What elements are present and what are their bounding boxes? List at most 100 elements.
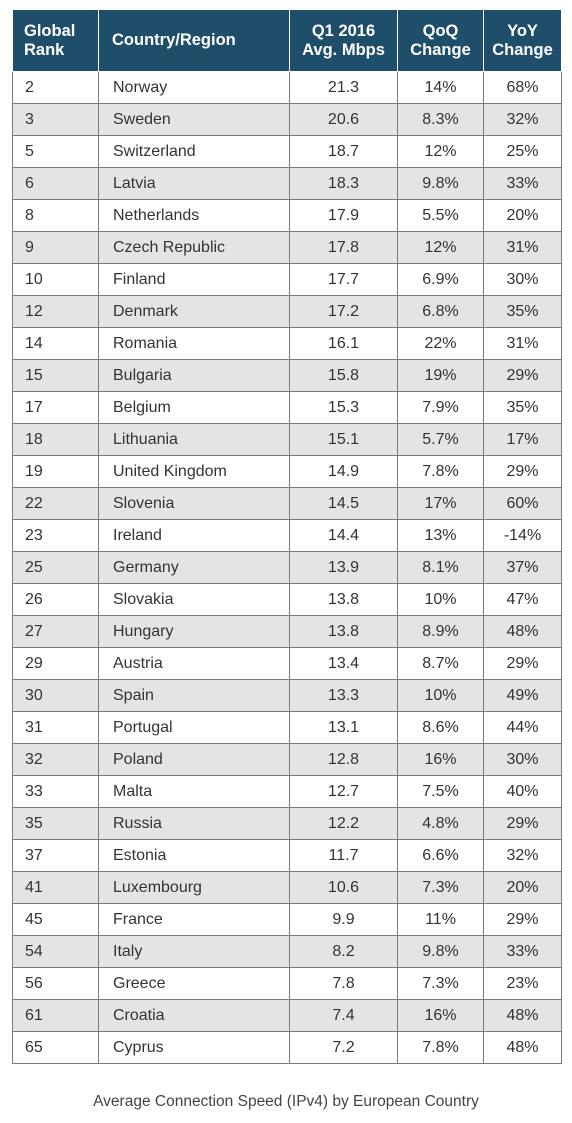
- cell-avg-mbps: 7.4: [289, 999, 398, 1032]
- header-qoq-change: QoQ Change: [397, 9, 484, 72]
- header-line: Rank: [24, 40, 65, 59]
- cell-qoq-change: 6.6%: [397, 839, 484, 872]
- header-line: YoY: [507, 21, 538, 40]
- cell-country-region: Hungary: [98, 615, 290, 648]
- cell-avg-mbps: 9.9: [289, 903, 398, 936]
- cell-global-rank: 56: [12, 967, 99, 1000]
- cell-avg-mbps: 15.1: [289, 423, 398, 456]
- cell-global-rank: 35: [12, 807, 99, 840]
- cell-global-rank: 5: [12, 135, 99, 168]
- cell-global-rank: 30: [12, 679, 99, 712]
- table-row: 35 Russia 12.2 4.8% 29%: [12, 807, 562, 840]
- cell-yoy-change: 20%: [483, 871, 562, 904]
- cell-yoy-change: 48%: [483, 999, 562, 1032]
- cell-qoq-change: 7.3%: [397, 967, 484, 1000]
- table-row: 26 Slovakia 13.8 10% 47%: [12, 583, 562, 616]
- cell-avg-mbps: 14.5: [289, 487, 398, 520]
- cell-global-rank: 18: [12, 423, 99, 456]
- cell-country-region: Switzerland: [98, 135, 290, 168]
- cell-qoq-change: 16%: [397, 999, 484, 1032]
- cell-qoq-change: 9.8%: [397, 167, 484, 200]
- cell-qoq-change: 17%: [397, 487, 484, 520]
- table-row: 2 Norway 21.3 14% 68%: [12, 71, 562, 104]
- cell-global-rank: 29: [12, 647, 99, 680]
- cell-avg-mbps: 7.2: [289, 1031, 398, 1064]
- cell-qoq-change: 6.9%: [397, 263, 484, 296]
- cell-avg-mbps: 12.8: [289, 743, 398, 776]
- cell-yoy-change: 23%: [483, 967, 562, 1000]
- table-row: 37 Estonia 11.7 6.6% 32%: [12, 839, 562, 872]
- header-line: Global: [24, 21, 76, 40]
- table-row: 17 Belgium 15.3 7.9% 35%: [12, 391, 562, 424]
- cell-global-rank: 10: [12, 263, 99, 296]
- table-row: 33 Malta 12.7 7.5% 40%: [12, 775, 562, 808]
- cell-country-region: Latvia: [98, 167, 290, 200]
- cell-yoy-change: 47%: [483, 583, 562, 616]
- cell-qoq-change: 10%: [397, 583, 484, 616]
- cell-global-rank: 26: [12, 583, 99, 616]
- cell-global-rank: 3: [12, 103, 99, 136]
- cell-country-region: Slovenia: [98, 487, 290, 520]
- cell-yoy-change: 40%: [483, 775, 562, 808]
- cell-country-region: Norway: [98, 71, 290, 104]
- cell-global-rank: 33: [12, 775, 99, 808]
- cell-avg-mbps: 10.6: [289, 871, 398, 904]
- cell-country-region: Cyprus: [98, 1031, 290, 1064]
- cell-yoy-change: 31%: [483, 231, 562, 264]
- cell-country-region: Bulgaria: [98, 359, 290, 392]
- cell-global-rank: 23: [12, 519, 99, 552]
- cell-avg-mbps: 13.9: [289, 551, 398, 584]
- cell-country-region: Ireland: [98, 519, 290, 552]
- cell-qoq-change: 13%: [397, 519, 484, 552]
- cell-global-rank: 41: [12, 871, 99, 904]
- cell-qoq-change: 7.5%: [397, 775, 484, 808]
- cell-yoy-change: 29%: [483, 807, 562, 840]
- cell-country-region: Sweden: [98, 103, 290, 136]
- table-row: 6 Latvia 18.3 9.8% 33%: [12, 167, 562, 200]
- table-row: 5 Switzerland 18.7 12% 25%: [12, 135, 562, 168]
- cell-global-rank: 17: [12, 391, 99, 424]
- table-row: 3 Sweden 20.6 8.3% 32%: [12, 103, 562, 136]
- cell-qoq-change: 11%: [397, 903, 484, 936]
- cell-global-rank: 14: [12, 327, 99, 360]
- header-global-rank: Global Rank: [12, 9, 99, 72]
- cell-yoy-change: 25%: [483, 135, 562, 168]
- cell-qoq-change: 6.8%: [397, 295, 484, 328]
- cell-global-rank: 54: [12, 935, 99, 968]
- cell-country-region: Austria: [98, 647, 290, 680]
- table-row: 32 Poland 12.8 16% 30%: [12, 743, 562, 776]
- cell-country-region: Slovakia: [98, 583, 290, 616]
- cell-yoy-change: 37%: [483, 551, 562, 584]
- cell-global-rank: 45: [12, 903, 99, 936]
- cell-qoq-change: 22%: [397, 327, 484, 360]
- cell-qoq-change: 8.9%: [397, 615, 484, 648]
- cell-qoq-change: 5.7%: [397, 423, 484, 456]
- cell-avg-mbps: 13.4: [289, 647, 398, 680]
- cell-avg-mbps: 18.3: [289, 167, 398, 200]
- cell-global-rank: 2: [12, 71, 99, 104]
- cell-country-region: Finland: [98, 263, 290, 296]
- cell-country-region: Portugal: [98, 711, 290, 744]
- cell-avg-mbps: 7.8: [289, 967, 398, 1000]
- cell-avg-mbps: 13.8: [289, 583, 398, 616]
- table-row: 45 France 9.9 11% 29%: [12, 903, 562, 936]
- cell-qoq-change: 10%: [397, 679, 484, 712]
- cell-yoy-change: 29%: [483, 647, 562, 680]
- cell-global-rank: 15: [12, 359, 99, 392]
- cell-yoy-change: 35%: [483, 391, 562, 424]
- cell-yoy-change: 68%: [483, 71, 562, 104]
- header-line: Avg. Mbps: [302, 40, 385, 59]
- cell-country-region: Spain: [98, 679, 290, 712]
- table-row: 19 United Kingdom 14.9 7.8% 29%: [12, 455, 562, 488]
- cell-avg-mbps: 17.7: [289, 263, 398, 296]
- cell-country-region: Czech Republic: [98, 231, 290, 264]
- cell-avg-mbps: 13.8: [289, 615, 398, 648]
- cell-avg-mbps: 13.1: [289, 711, 398, 744]
- cell-qoq-change: 8.6%: [397, 711, 484, 744]
- cell-qoq-change: 19%: [397, 359, 484, 392]
- cell-yoy-change: 29%: [483, 455, 562, 488]
- cell-yoy-change: 31%: [483, 327, 562, 360]
- cell-avg-mbps: 16.1: [289, 327, 398, 360]
- cell-avg-mbps: 17.2: [289, 295, 398, 328]
- table-caption: Average Connection Speed (IPv4) by Europ…: [93, 1093, 479, 1110]
